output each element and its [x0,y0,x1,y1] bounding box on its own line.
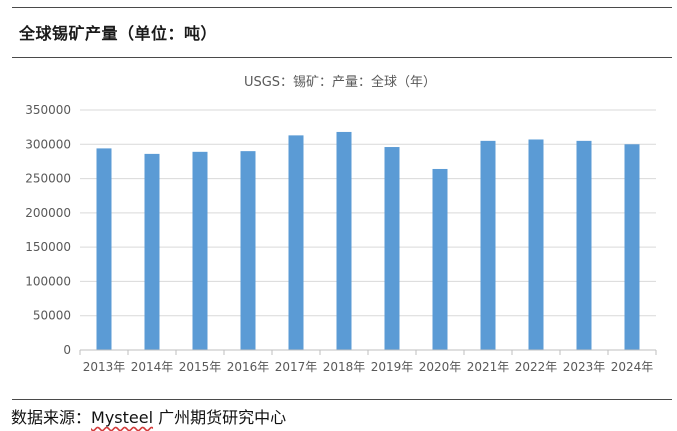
x-tick-label: 2023年 [563,360,606,374]
header-divider [12,57,672,58]
bar [528,139,544,350]
bar [192,151,208,350]
y-tick-label: 0 [63,343,71,357]
x-tick-label: 2015年 [179,360,222,374]
bar [96,148,112,350]
grid-lines [80,109,656,317]
x-tick-label: 2018年 [323,360,366,374]
x-tick-label: 2016年 [227,360,270,374]
y-tick-label: 250000 [25,172,71,186]
bar [336,131,352,350]
data-source: 数据来源：Mysteel 广州期货研究中心 [11,404,286,428]
x-tick-label: 2017年 [275,360,318,374]
bar [576,140,592,350]
bars [96,131,640,350]
y-tick-label: 350000 [25,103,71,117]
bar [144,153,160,350]
y-tick-label: 50000 [33,309,71,323]
bar [288,135,304,350]
bar [624,144,640,350]
bar-chart: USGS：锡矿：产量：全球（年） 0 50000 100000 150000 20000… [25,74,657,374]
y-tick-label: 100000 [25,274,71,288]
bar [384,147,400,350]
source-prefix: 数据来源： [11,408,92,427]
x-tick-label: 2013年 [83,360,126,374]
x-tick-label: 2024年 [611,360,654,374]
x-tick-label: 2014年 [131,360,174,374]
bar [432,168,448,350]
x-axis-tick-labels: 2013年 2014年 2015年 2016年 2017年 2018年 2019年 2020年… [79,350,657,374]
bar [480,140,496,350]
chart-title: USGS：锡矿：产量：全球（年） [244,74,436,90]
y-tick-label: 300000 [25,137,71,151]
source-brand: Mysteel [91,408,154,427]
y-axis-tick-labels: 0 50000 100000 150000 200000 250000 300000 3500… [25,103,71,357]
source-org: 广州期货研究中心 [153,408,287,427]
page-title: 全球锡矿产量（单位：吨） [19,24,218,43]
x-tick-label: 2020年 [419,360,462,374]
y-tick-label: 200000 [25,206,71,220]
x-tick-label: 2019年 [371,360,414,374]
top-rule [12,7,672,8]
y-tick-label: 150000 [25,240,71,254]
footer-divider [12,399,672,400]
bar [240,151,256,350]
x-tick-label: 2022年 [515,360,558,374]
x-tick-label: 2021年 [467,360,510,374]
